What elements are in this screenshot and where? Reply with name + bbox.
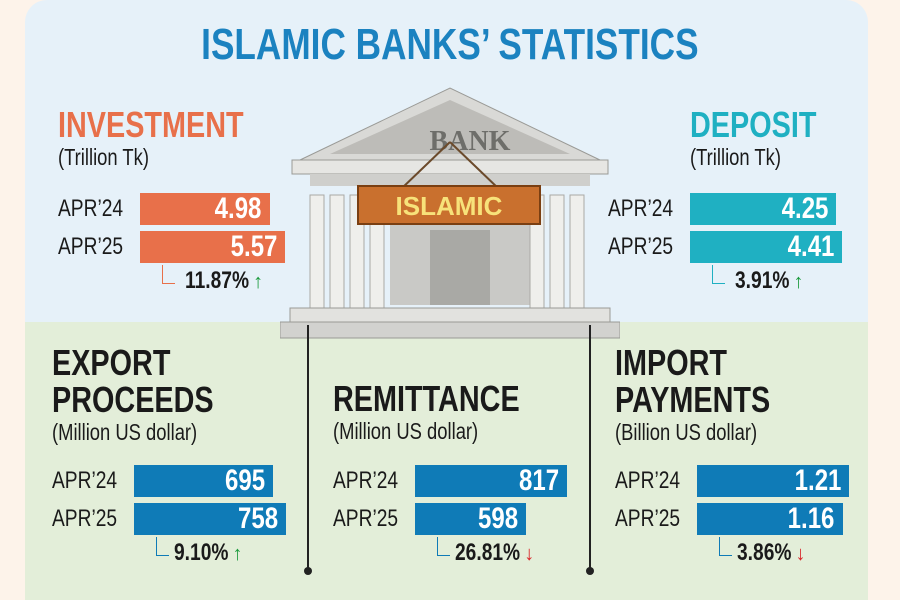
investment-bar-value: 5.57 [230, 230, 277, 263]
bank-illustration: BANK ISLAMIC [280, 87, 620, 339]
remittance-title: REMITTANCE [333, 380, 566, 417]
export-bar: 758 [134, 503, 286, 535]
import-title-text: PAYMENTS [615, 379, 771, 420]
import-change-bracket [719, 537, 732, 556]
deposit-change: 3.91% ↑ [735, 267, 803, 295]
deposit-title: DEPOSIT [690, 106, 848, 143]
export-title-text: EXPORT [52, 342, 171, 383]
export-bar-value: 758 [237, 502, 278, 535]
investment-row-label: APR’24 [58, 195, 124, 222]
investment-bar: 5.57 [140, 231, 285, 263]
bottom-panel [25, 322, 868, 600]
export-title: PROCEEDS [52, 381, 254, 418]
import-bar: 1.16 [697, 503, 843, 535]
page-title: ISLAMIC BANKS’ STATISTICS [0, 20, 900, 70]
import-row-label: APR’24 [615, 467, 681, 494]
remittance-change-bracket [437, 537, 450, 556]
remittance-title-text: REMITTANCE [333, 378, 520, 419]
arrow-down-icon: ↓ [795, 543, 806, 565]
export-bar: 695 [134, 464, 274, 497]
export-title: EXPORT [52, 344, 254, 381]
deposit-bar: 4.25 [690, 192, 837, 225]
page-title-text: ISLAMIC BANKS’ STATISTICS [201, 20, 699, 69]
export-unit-text: (Million US dollar) [52, 419, 198, 445]
divider-right [589, 325, 591, 570]
investment-bar: 4.98 [140, 193, 270, 225]
remittance-change-value: 26.81% [455, 539, 521, 566]
deposit-title-text: DEPOSIT [690, 104, 817, 145]
import-row-label: APR’25 [615, 505, 681, 532]
import-change: 3.86% ↓ [737, 539, 805, 567]
export-change-value: 9.10% [174, 539, 229, 566]
investment-bar-value: 4.98 [214, 192, 262, 225]
deposit-change-value: 3.91% [735, 267, 790, 294]
remittance-unit: (Million US dollar) [333, 417, 566, 445]
remittance-panel: REMITTANCE (Million US dollar) [333, 380, 566, 445]
divider-left-dot [304, 567, 312, 575]
deposit-title-block: DEPOSIT (Trillion Tk) [690, 106, 848, 171]
export-unit: (Million US dollar) [52, 418, 254, 446]
investment-panel: INVESTMENT (Trillion Tk) [58, 106, 290, 171]
export-title-text: PROCEEDS [52, 379, 214, 420]
import-title: PAYMENTS [615, 381, 809, 418]
import-title: IMPORT [615, 344, 809, 381]
import-change-value: 3.86% [737, 539, 792, 566]
deposit-row-label: APR’24 [608, 195, 674, 222]
remittance-title-block: REMITTANCE (Million US dollar) [333, 380, 566, 445]
divider-left [307, 325, 309, 570]
investment-change: 11.87% ↑ [185, 267, 263, 295]
deposit-unit-text: (Trillion Tk) [690, 144, 781, 170]
bank-sign-text: ISLAMIC [396, 191, 503, 221]
export-change: 9.10% ↑ [174, 539, 242, 567]
remittance-row-label: APR’24 [333, 467, 399, 494]
investment-title-block: INVESTMENT (Trillion Tk) [58, 106, 290, 171]
remittance-bar: 598 [415, 502, 527, 535]
deposit-bar-value: 4.25 [781, 192, 829, 225]
deposit-change-bracket [712, 265, 725, 284]
arrow-up-icon: ↑ [253, 271, 264, 293]
investment-title-text: INVESTMENT [58, 104, 244, 145]
investment-unit-text: (Trillion Tk) [58, 144, 149, 170]
remittance-bar-value: 817 [518, 464, 559, 497]
remittance-bar: 817 [415, 465, 567, 497]
import-bar-value: 1.16 [788, 502, 835, 535]
import-bar-value: 1.21 [794, 464, 841, 497]
import-panel: IMPORT PAYMENTS (Billion US dollar) [615, 344, 809, 446]
export-change-bracket [156, 537, 169, 556]
arrow-up-icon: ↑ [232, 543, 243, 565]
investment-unit: (Trillion Tk) [58, 143, 290, 171]
bank-pediment-text: BANK [430, 126, 511, 157]
export-row-label: APR’24 [52, 467, 118, 494]
import-title-block: IMPORT PAYMENTS (Billion US dollar) [615, 344, 809, 446]
remittance-change: 26.81% ↓ [455, 539, 534, 567]
import-bar: 1.21 [697, 465, 849, 497]
import-unit-text: (Billion US dollar) [615, 419, 758, 445]
import-unit: (Billion US dollar) [615, 418, 809, 446]
arrow-down-icon: ↓ [524, 543, 535, 565]
import-title-text: IMPORT [615, 342, 727, 383]
deposit-unit: (Trillion Tk) [690, 143, 848, 171]
investment-title: INVESTMENT [58, 106, 290, 143]
arrow-up-icon: ↑ [793, 271, 804, 293]
export-panel: EXPORT PROCEEDS (Million US dollar) [52, 344, 254, 446]
export-row-label: APR’25 [52, 505, 118, 532]
export-title-block: EXPORT PROCEEDS (Million US dollar) [52, 344, 254, 446]
remittance-unit-text: (Million US dollar) [333, 418, 479, 444]
deposit-bar-value: 4.41 [787, 230, 834, 263]
divider-right-dot [586, 567, 594, 575]
remittance-bar-value: 598 [478, 502, 519, 535]
deposit-bar: 4.41 [690, 231, 842, 263]
deposit-panel: DEPOSIT (Trillion Tk) [608, 106, 848, 171]
investment-row-label: APR’25 [58, 233, 124, 260]
remittance-row-label: APR’25 [333, 505, 399, 532]
export-bar-value: 695 [225, 464, 266, 497]
investment-change-value: 11.87% [185, 267, 250, 294]
deposit-row-label: APR’25 [608, 233, 674, 260]
investment-change-bracket [162, 265, 175, 284]
